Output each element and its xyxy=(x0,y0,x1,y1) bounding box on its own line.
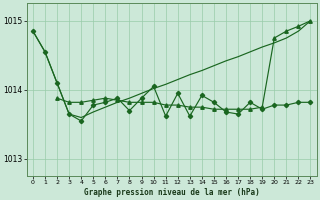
X-axis label: Graphe pression niveau de la mer (hPa): Graphe pression niveau de la mer (hPa) xyxy=(84,188,260,197)
